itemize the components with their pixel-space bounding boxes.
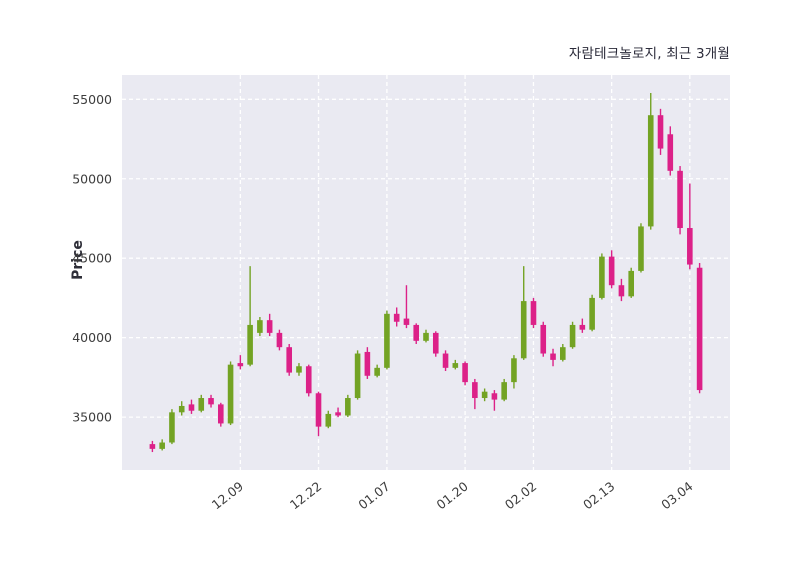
candle-body-up — [520, 301, 527, 359]
x-tick-label: 01.07 — [355, 479, 392, 513]
candle-body-down — [305, 366, 312, 394]
candle-body-up — [501, 382, 507, 400]
candle-body-down — [579, 324, 586, 330]
candle-body-down — [667, 134, 674, 171]
candle-body-down — [149, 444, 156, 449]
candle-body-up — [647, 115, 654, 227]
candle-body-down — [472, 382, 478, 399]
candle-body-down — [657, 115, 664, 149]
candle-body-up — [178, 405, 185, 413]
candle-body-down — [462, 363, 468, 383]
candle-body-down — [677, 170, 683, 229]
x-tick-label: 02.02 — [502, 479, 539, 513]
candle-body-down — [188, 404, 195, 411]
candle-body-down — [530, 301, 537, 325]
candle-body-down — [393, 313, 400, 322]
candle-body-up — [296, 366, 302, 373]
candle-body-down — [696, 267, 703, 391]
x-tick-label: 12.09 — [209, 479, 246, 513]
candle-body-down — [550, 353, 556, 360]
y-tick-label: 50000 — [72, 171, 112, 186]
x-tick-label: 02.13 — [580, 479, 617, 513]
candle-body-down — [335, 412, 341, 416]
candle-body-up — [569, 324, 576, 348]
y-tick-label: 45000 — [72, 251, 112, 266]
candle-body-up — [589, 297, 595, 330]
x-tick-label: 12.22 — [287, 479, 324, 513]
candle-body-up — [374, 367, 380, 376]
candle-body-up — [628, 270, 634, 297]
candle-body-down — [364, 351, 371, 376]
candle-body-down — [608, 256, 615, 286]
candle-body-down — [687, 228, 693, 265]
candle-body-down — [315, 393, 322, 427]
candle-body-up — [481, 391, 488, 399]
candle-body-down — [266, 320, 273, 333]
candle-body-down — [208, 398, 214, 405]
candle-body-down — [218, 404, 224, 424]
candle-body-up — [599, 256, 605, 298]
candle-body-up — [638, 226, 644, 271]
candle-body-up — [159, 442, 165, 449]
candle-body-up — [452, 363, 459, 368]
candle-body-down — [286, 347, 292, 373]
candle-body-down — [237, 363, 244, 367]
candle-body-down — [432, 332, 439, 354]
candle-body-up — [198, 398, 205, 411]
candle-body-up — [227, 364, 234, 424]
candle-body-up — [169, 412, 175, 443]
candle-body-down — [618, 285, 625, 297]
x-tick-label: 03.04 — [658, 479, 695, 513]
candle-body-down — [276, 332, 283, 348]
candle-body-up — [423, 332, 429, 341]
candle-body-down — [540, 324, 547, 354]
candle-body-down — [403, 318, 410, 325]
candle-body-down — [491, 393, 498, 400]
y-tick-label: 55000 — [72, 92, 112, 107]
plot-area — [122, 75, 730, 470]
candle-body-up — [384, 313, 390, 368]
candle-body-up — [511, 358, 517, 383]
candle-body-up — [257, 320, 263, 333]
candle-body-up — [325, 413, 332, 427]
candle-body-up — [247, 324, 253, 365]
x-tick-label: 01.20 — [433, 479, 470, 513]
candle-body-down — [442, 353, 449, 368]
chart-title: 자람테크놀로지, 최근 3개월 — [568, 46, 730, 62]
candle-body-up — [345, 398, 351, 416]
y-tick-label: 40000 — [72, 330, 112, 345]
candle-body-down — [413, 324, 420, 341]
y-tick-label: 35000 — [72, 410, 112, 425]
candle-body-up — [560, 347, 566, 360]
candle-body-up — [354, 353, 361, 399]
